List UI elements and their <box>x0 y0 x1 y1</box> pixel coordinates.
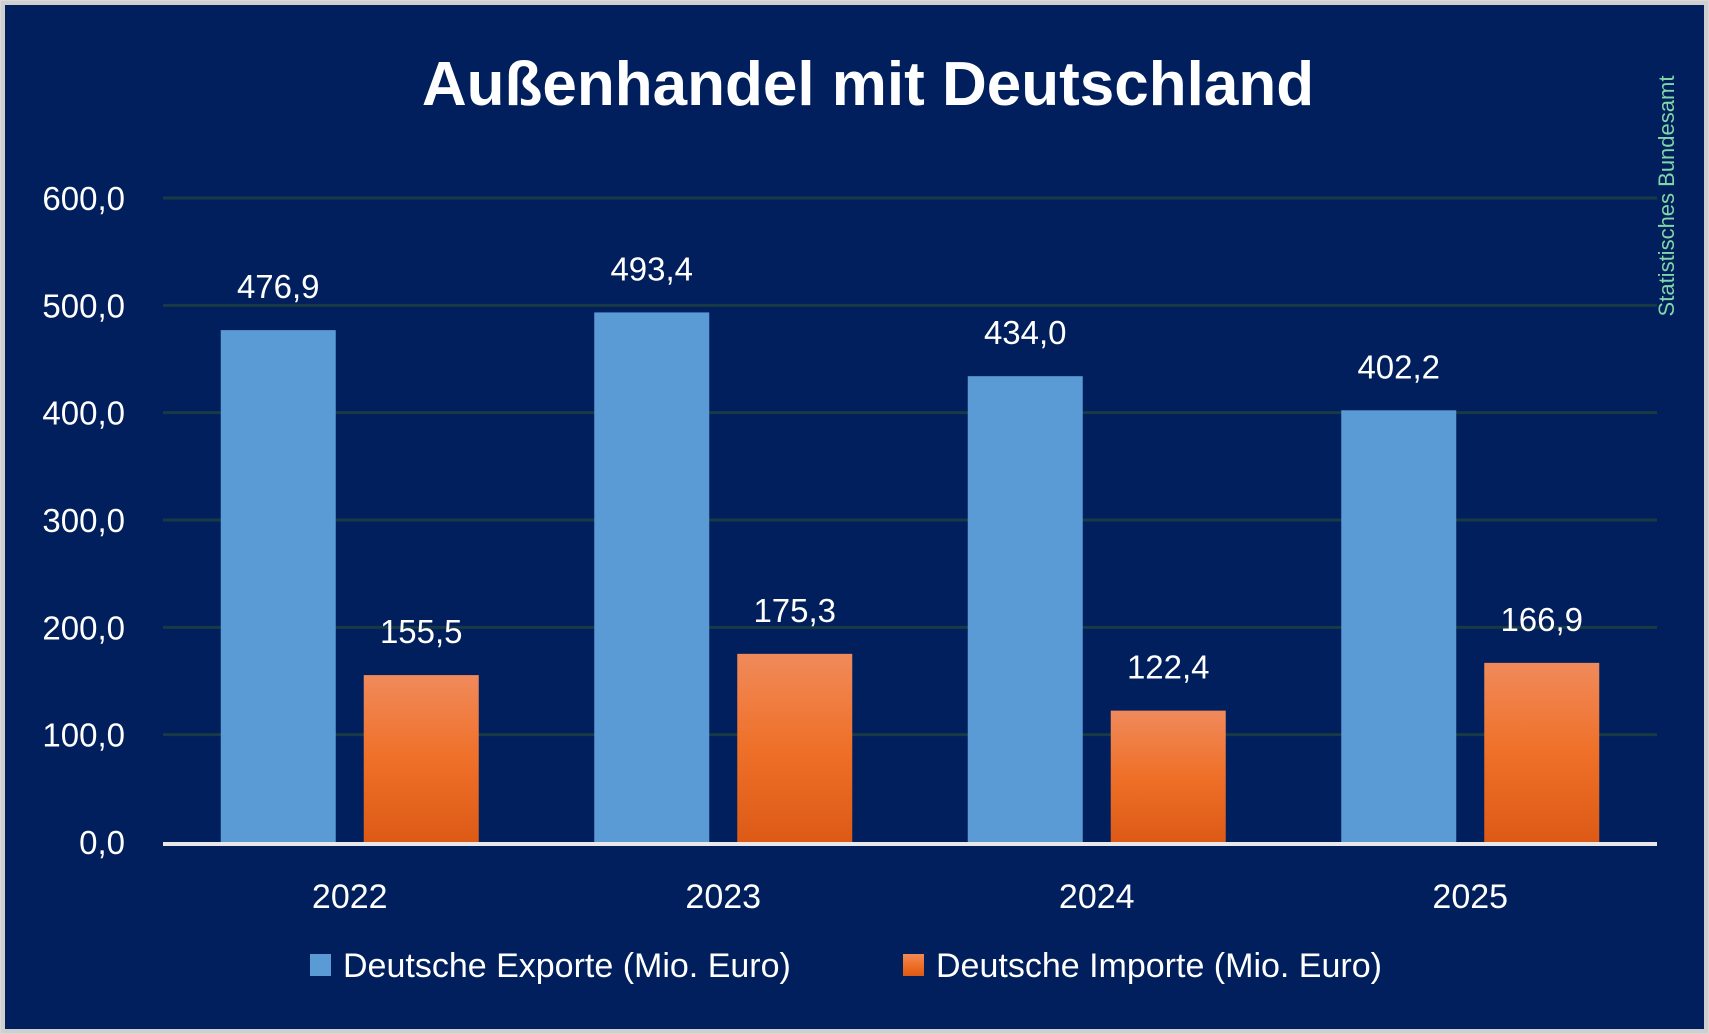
x-tick-label: 2024 <box>1059 878 1135 916</box>
x-tick-label: 2023 <box>685 878 761 916</box>
bar-exports <box>1341 410 1457 842</box>
data-label: 166,9 <box>1500 601 1583 638</box>
y-tick-label: 100,0 <box>42 717 125 754</box>
y-tick-label: 600,0 <box>42 180 125 217</box>
legend-swatch <box>903 954 924 976</box>
bar-imports <box>363 675 479 842</box>
bar-imports <box>737 653 853 842</box>
y-tick-label: 0,0 <box>79 824 125 861</box>
bar-exports <box>594 312 710 842</box>
chart-title: Außenhandel mit Deutschland <box>422 50 1314 119</box>
legend-label: Deutsche Importe (Mio. Euro) <box>936 947 1382 985</box>
source-label: Statistisches Bundesamt <box>1654 76 1679 317</box>
x-tick-label: 2025 <box>1432 878 1508 916</box>
legend-swatch <box>310 954 331 976</box>
data-label: 434,0 <box>984 314 1067 351</box>
legend-label: Deutsche Exporte (Mio. Euro) <box>343 947 791 985</box>
y-tick-label: 200,0 <box>42 609 125 646</box>
data-label: 402,2 <box>1357 348 1440 385</box>
y-tick-label: 400,0 <box>42 395 125 432</box>
bar-exports <box>967 376 1083 842</box>
x-tick-label: 2022 <box>312 878 388 916</box>
data-label: 175,3 <box>753 592 836 629</box>
y-tick-label: 500,0 <box>42 287 125 324</box>
data-label: 493,4 <box>610 250 693 287</box>
bar-imports <box>1484 662 1600 842</box>
bar-exports <box>220 330 336 842</box>
data-label: 476,9 <box>237 268 320 305</box>
data-label: 122,4 <box>1127 649 1210 686</box>
bar-imports <box>1110 710 1226 842</box>
data-label: 155,5 <box>380 613 463 650</box>
y-tick-label: 300,0 <box>42 502 125 539</box>
